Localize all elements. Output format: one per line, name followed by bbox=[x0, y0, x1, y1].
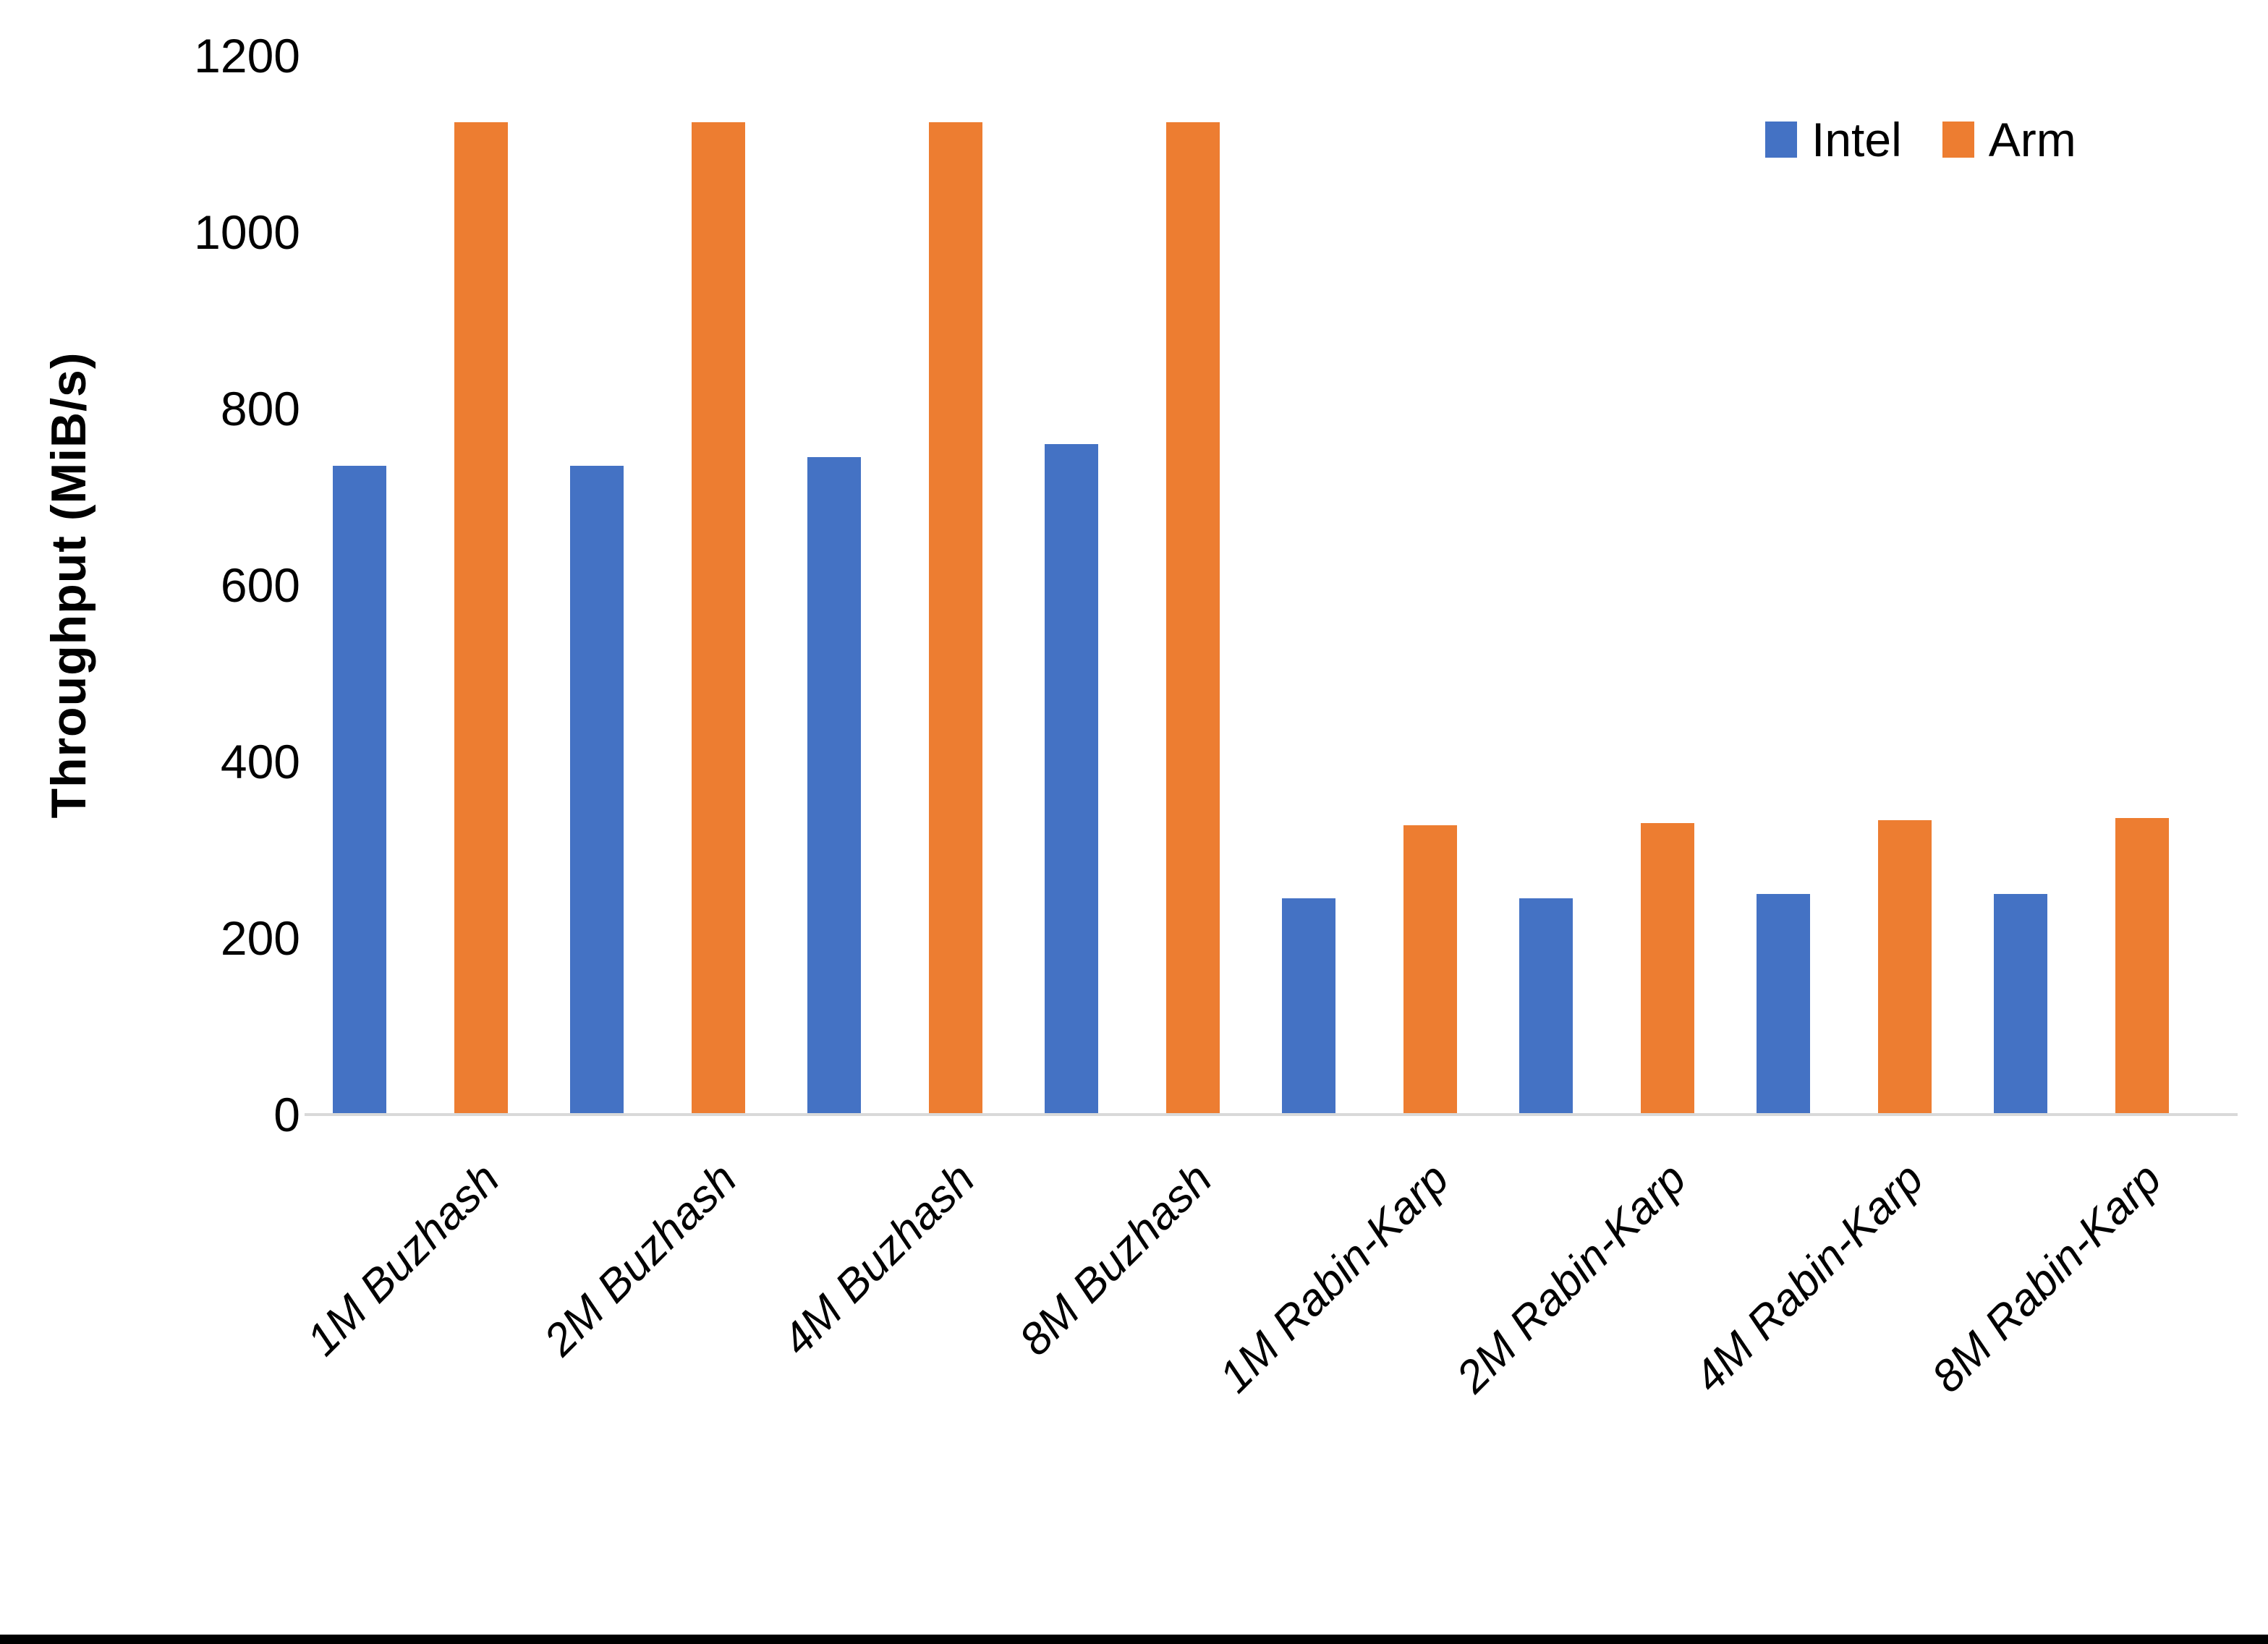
legend-item-intel: Intel bbox=[1765, 116, 1902, 163]
bar-arm-8m-rabin-karp bbox=[2115, 818, 2170, 1115]
bar-arm-2m-buzhash bbox=[692, 122, 746, 1115]
legend-label-arm: Arm bbox=[1988, 113, 2076, 166]
legend: Intel Arm bbox=[1765, 116, 2117, 163]
bottom-border bbox=[0, 1635, 2268, 1644]
x-category-label-4m-rabin-karp: 4M Rabin-Karp bbox=[1684, 1154, 1934, 1402]
x-axis-line bbox=[305, 1113, 2238, 1116]
y-tick-label-800: 800 bbox=[220, 382, 300, 435]
bar-arm-1m-buzhash bbox=[454, 122, 508, 1115]
x-category-label-2m-rabin-karp: 2M Rabin-Karp bbox=[1447, 1154, 1696, 1402]
bar-arm-1m-rabin-karp bbox=[1403, 825, 1458, 1115]
bar-arm-8m-buzhash bbox=[1166, 122, 1220, 1115]
x-category-label-2m-buzhash: 2M Buzhash bbox=[535, 1154, 747, 1366]
bar-arm-2m-rabin-karp bbox=[1641, 823, 1695, 1115]
bar-intel-2m-rabin-karp bbox=[1519, 898, 1573, 1115]
x-category-label-1m-buzhash: 1M Buzhash bbox=[297, 1154, 509, 1366]
legend-label-intel: Intel bbox=[1812, 113, 1902, 166]
bar-intel-1m-buzhash bbox=[333, 466, 386, 1115]
y-tick-label-1200: 1200 bbox=[194, 29, 300, 82]
y-tick-label-1000: 1000 bbox=[194, 205, 300, 259]
bar-intel-4m-rabin-karp bbox=[1757, 894, 1811, 1115]
bar-arm-4m-rabin-karp bbox=[1878, 819, 1932, 1115]
bar-intel-8m-buzhash bbox=[1045, 443, 1099, 1115]
y-tick-label-600: 600 bbox=[220, 558, 300, 612]
legend-item-arm: Arm bbox=[1942, 116, 2076, 163]
x-category-label-8m-rabin-karp: 8M Rabin-Karp bbox=[1921, 1154, 2171, 1402]
x-category-label-4m-buzhash: 4M Buzhash bbox=[772, 1154, 985, 1366]
bar-intel-4m-buzhash bbox=[807, 457, 862, 1115]
legend-swatch-arm bbox=[1942, 122, 1974, 158]
x-category-label-1m-rabin-karp: 1M Rabin-Karp bbox=[1210, 1154, 1459, 1402]
y-tick-label-200: 200 bbox=[220, 911, 300, 965]
bar-intel-2m-buzhash bbox=[570, 466, 624, 1115]
y-tick-label-0: 0 bbox=[273, 1088, 300, 1141]
bar-arm-4m-buzhash bbox=[929, 122, 983, 1115]
y-tick-label-400: 400 bbox=[220, 735, 300, 788]
bar-intel-1m-rabin-karp bbox=[1282, 898, 1336, 1115]
legend-swatch-intel bbox=[1765, 122, 1797, 158]
x-category-label-8m-buzhash: 8M Buzhash bbox=[1009, 1154, 1222, 1366]
bar-intel-8m-rabin-karp bbox=[1994, 894, 2048, 1115]
